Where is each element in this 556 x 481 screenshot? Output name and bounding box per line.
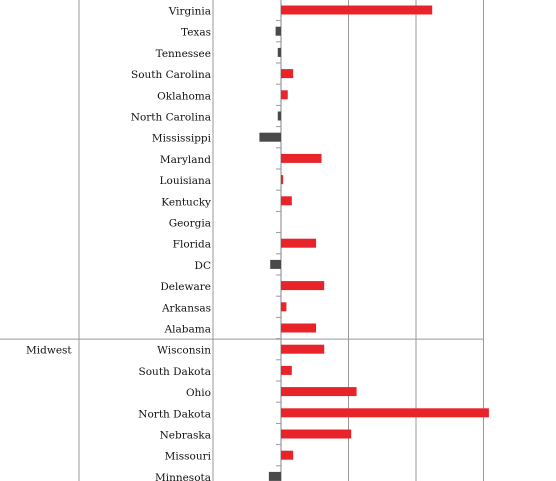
bar-oklahoma <box>281 90 288 100</box>
row-label-wisconsin: Wisconsin <box>157 345 211 357</box>
bar-missouri <box>281 450 294 460</box>
row-label-alabama: Alabama <box>164 324 211 336</box>
row-label-louisiana: Louisiana <box>160 175 211 187</box>
row-label-virginia: Virginia <box>168 6 211 18</box>
bar-arkansas <box>281 302 287 312</box>
row-label-maryland: Maryland <box>160 154 211 166</box>
bar-minnesota <box>268 471 281 481</box>
bar-ohio <box>281 387 357 397</box>
bar-texas <box>275 26 281 36</box>
bar-mississippi <box>259 132 281 142</box>
row-label-south-dakota: South Dakota <box>139 366 211 378</box>
bar-north-dakota <box>281 408 489 418</box>
bar-nebraska <box>281 429 352 439</box>
row-label-minnesota: Minnesota <box>155 472 211 481</box>
row-label-kentucky: Kentucky <box>161 196 211 208</box>
row-label-nebraska: Nebraska <box>160 430 211 442</box>
bar-deleware <box>281 281 325 291</box>
row-label-florida: Florida <box>173 239 211 251</box>
row-label-missouri: Missouri <box>165 451 212 463</box>
bars <box>259 5 489 481</box>
row-label-ohio: Ohio <box>186 387 211 399</box>
bar-kentucky <box>281 196 292 206</box>
bar-south-dakota <box>281 365 292 375</box>
row-label-texas: Texas <box>181 27 211 39</box>
bar-wisconsin <box>281 344 325 354</box>
bar-north-carolina <box>277 111 281 121</box>
bar-dc <box>270 259 281 269</box>
bar-alabama <box>281 323 317 333</box>
row-label-mississippi: Mississippi <box>152 133 212 145</box>
bar-maryland <box>281 153 322 163</box>
bar-south-carolina <box>281 69 294 79</box>
row-label-tennessee: Tennessee <box>156 48 211 60</box>
bar-virginia <box>281 5 433 15</box>
row-label-oklahoma: Oklahoma <box>157 90 211 102</box>
row-label-south-carolina: South Carolina <box>131 69 211 81</box>
row-label-georgia: Georgia <box>169 218 211 230</box>
bar-tennessee <box>277 47 281 57</box>
group-label-midwest: Midwest <box>26 345 72 357</box>
row-label-arkansas: Arkansas <box>161 302 211 314</box>
row-label-deleware: Deleware <box>160 281 211 293</box>
row-label-north-dakota: North Dakota <box>138 408 211 420</box>
row-label-north-carolina: North Carolina <box>131 112 211 124</box>
group-labels: Midwest <box>26 345 72 357</box>
bar-florida <box>281 238 317 248</box>
row-label-dc: DC <box>195 260 211 272</box>
bar-louisiana <box>281 175 284 185</box>
row-labels: Virginia Texas Tennessee South Carolina Okla… <box>131 6 212 481</box>
